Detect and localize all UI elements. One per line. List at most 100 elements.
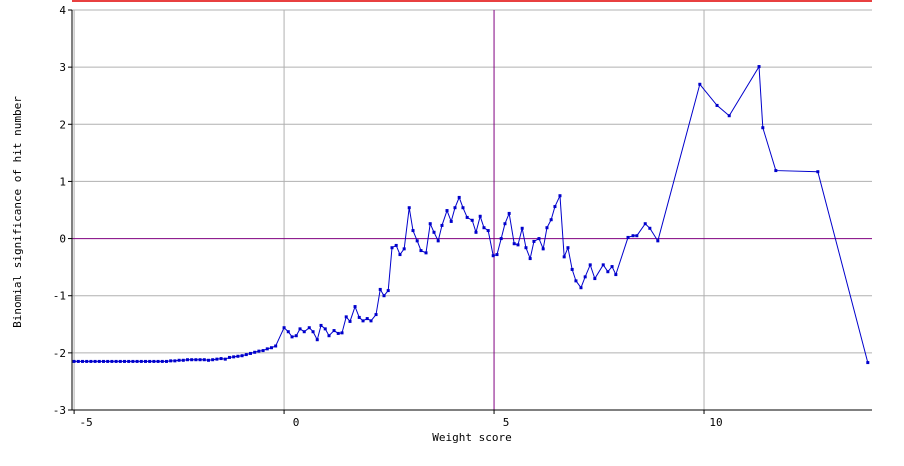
data-point	[286, 330, 290, 334]
y-axis-label: Binomial significance of hit number	[11, 96, 24, 328]
data-point	[365, 317, 369, 321]
data-point	[537, 237, 541, 241]
data-point	[606, 270, 610, 274]
data-point	[499, 237, 503, 241]
data-point	[774, 169, 778, 173]
data-point	[588, 263, 592, 267]
data-point	[428, 222, 432, 226]
data-point	[643, 222, 647, 226]
data-point	[715, 103, 719, 107]
data-point	[269, 346, 273, 350]
data-point	[181, 358, 185, 362]
data-point	[465, 215, 469, 219]
data-point	[593, 277, 597, 281]
data-point	[757, 65, 761, 69]
data-point	[302, 330, 306, 334]
data-point	[394, 243, 398, 247]
data-point	[631, 234, 635, 238]
data-point	[436, 239, 440, 243]
data-point	[80, 359, 84, 363]
data-point	[453, 206, 457, 210]
data-point	[101, 359, 105, 363]
data-point	[106, 359, 110, 363]
data-point	[76, 359, 80, 363]
data-point	[294, 334, 298, 338]
data-point	[574, 279, 578, 283]
data-point	[549, 218, 553, 222]
data-point	[135, 359, 139, 363]
data-point	[307, 326, 311, 330]
data-point	[419, 249, 423, 253]
data-point	[415, 239, 419, 243]
data-point	[382, 294, 386, 298]
x-axis-label: Weight score	[432, 431, 511, 444]
data-point	[236, 354, 240, 358]
data-point	[211, 358, 215, 362]
data-point	[327, 334, 331, 338]
data-point	[474, 230, 478, 234]
data-point	[390, 246, 394, 250]
data-point	[541, 247, 545, 251]
data-point	[206, 358, 210, 362]
data-point	[202, 358, 206, 362]
data-point	[274, 344, 278, 348]
x-tick-label: 10	[709, 416, 722, 429]
data-point	[169, 359, 173, 363]
data-point	[512, 242, 516, 246]
data-point	[579, 286, 583, 290]
data-point	[336, 331, 340, 335]
data-point	[185, 358, 189, 362]
data-point	[545, 226, 549, 230]
data-point	[440, 223, 444, 227]
data-point	[257, 349, 261, 353]
data-point	[386, 289, 390, 293]
x-tick-label: -5	[79, 416, 92, 429]
data-point	[219, 357, 223, 361]
data-point	[583, 275, 587, 279]
data-point	[194, 358, 198, 362]
x-tick-label: 5	[503, 416, 510, 429]
data-point	[570, 267, 574, 271]
y-tick-label: 1	[59, 175, 66, 188]
data-point	[148, 359, 152, 363]
y-tick-label: 2	[59, 118, 66, 131]
data-point	[614, 273, 618, 277]
data-point	[323, 327, 327, 331]
data-point	[190, 358, 194, 362]
y-tick-label: -1	[53, 290, 66, 303]
data-point	[298, 327, 302, 331]
data-point	[378, 287, 382, 291]
data-point	[626, 235, 630, 239]
data-point	[424, 251, 428, 255]
data-point	[118, 359, 122, 363]
plot	[72, 64, 870, 365]
data-point	[131, 359, 135, 363]
data-point	[449, 219, 453, 223]
data-point	[495, 253, 499, 257]
y-tick-label: 4	[59, 4, 66, 17]
data-point	[369, 319, 373, 323]
data-point	[282, 326, 286, 330]
data-point	[432, 230, 436, 234]
data-point	[503, 222, 507, 226]
data-point	[761, 126, 765, 130]
data-point	[143, 359, 147, 363]
data-point	[127, 359, 131, 363]
data-point	[562, 255, 566, 259]
data-point	[248, 351, 252, 355]
x-tick-label: 0	[293, 416, 300, 429]
data-point	[198, 358, 202, 362]
data-point	[507, 211, 511, 215]
data-point	[520, 226, 524, 230]
data-point	[532, 239, 536, 243]
data-point	[85, 359, 89, 363]
data-point	[156, 359, 160, 363]
data-point	[110, 359, 114, 363]
data-point	[227, 355, 231, 359]
data-point	[727, 114, 731, 118]
data-point	[398, 253, 402, 257]
data-point	[461, 206, 465, 210]
data-point	[407, 206, 411, 210]
